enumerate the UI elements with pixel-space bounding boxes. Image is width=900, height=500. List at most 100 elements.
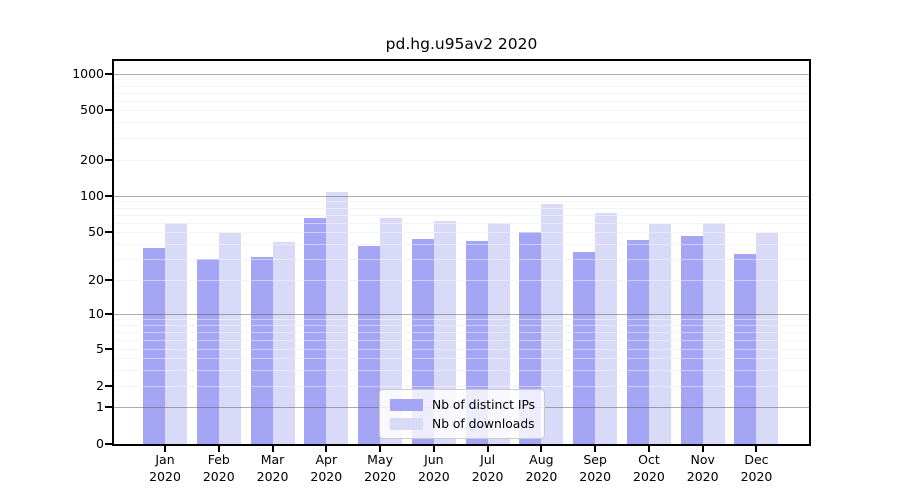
bar-distinct-ips-mar xyxy=(250,257,273,444)
y-tick-mark xyxy=(105,313,112,315)
bar-distinct-ips-apr xyxy=(304,218,327,444)
legend-label-downloads: Nb of downloads xyxy=(432,416,535,431)
bar-downloads-jun xyxy=(433,220,456,444)
minor-gridline xyxy=(114,243,809,245)
minor-gridline xyxy=(114,232,809,233)
minor-gridline xyxy=(114,201,809,203)
x-tick-label-jul: Jul 2020 xyxy=(471,452,504,484)
minor-gridline-overlay xyxy=(114,332,809,333)
minor-gridline-overlay xyxy=(114,358,809,359)
legend-swatch-downloads xyxy=(390,417,423,430)
y-tick-label: 1000 xyxy=(72,66,104,81)
y-tick-mark xyxy=(105,159,112,161)
bar-distinct-ips-oct xyxy=(626,239,649,444)
x-tick-mark xyxy=(217,446,220,452)
legend-label-distinct-ips: Nb of distinct IPs xyxy=(432,397,536,412)
bar-distinct-ips-feb xyxy=(196,258,219,444)
x-tick-mark xyxy=(379,446,382,452)
x-tick-mark xyxy=(486,446,489,452)
legend-item-downloads: Nb of downloads xyxy=(390,414,544,433)
x-tick-mark xyxy=(271,446,274,452)
minor-gridline-overlay xyxy=(114,369,809,371)
x-tick-mark xyxy=(755,446,758,452)
bar-distinct-ips-may xyxy=(358,246,381,444)
x-tick-mark xyxy=(164,446,166,452)
minor-gridline-overlay xyxy=(114,79,809,81)
x-tick-label-aug: Aug 2020 xyxy=(525,452,558,484)
x-tick-mark xyxy=(325,446,328,452)
x-tick-label-jan: Jan 2020 xyxy=(149,452,181,484)
minor-gridline-overlay xyxy=(114,339,809,341)
y-tick-label: 50 xyxy=(88,224,104,239)
minor-gridline xyxy=(114,332,809,333)
x-tick-mark xyxy=(701,446,704,452)
bar-downloads-feb xyxy=(218,233,241,444)
bar-distinct-ips-nov xyxy=(680,236,703,444)
y-tick-label: 0 xyxy=(96,436,104,451)
x-tick-label-jun: Jun 2020 xyxy=(417,452,450,484)
bar-downloads-jul xyxy=(487,223,510,444)
minor-gridline xyxy=(114,137,809,139)
minor-gridline-overlay xyxy=(114,258,809,260)
bar-downloads-aug xyxy=(541,204,564,444)
minor-gridline xyxy=(114,79,809,81)
x-tick-mark xyxy=(540,446,543,452)
x-tick-mark xyxy=(647,446,650,452)
x-tick-mark xyxy=(432,446,435,452)
minor-gridline xyxy=(114,214,809,216)
x-tick-label-nov: Nov 2020 xyxy=(686,452,719,484)
minor-gridline-overlay xyxy=(114,222,809,224)
x-tick-label-sep: Sep 2020 xyxy=(579,452,612,484)
minor-gridline-overlay xyxy=(114,85,809,87)
minor-gridline-overlay xyxy=(114,280,809,281)
x-tick-label-may: May 2020 xyxy=(364,452,396,484)
y-tick-label: 100 xyxy=(80,188,104,203)
x-tick-label-dec: Dec 2020 xyxy=(740,452,773,484)
major-gridline xyxy=(114,196,809,197)
y-tick-mark xyxy=(105,279,112,281)
bar-downloads-jan xyxy=(165,222,187,444)
minor-gridline-overlay xyxy=(114,214,809,216)
bar-distinct-ips-dec xyxy=(734,253,757,444)
minor-gridline xyxy=(114,280,809,281)
y-tick-mark xyxy=(105,406,112,408)
y-tick-mark xyxy=(105,231,112,233)
x-tick-label-feb: Feb 2020 xyxy=(202,452,235,484)
bar-downloads-oct xyxy=(648,224,671,444)
minor-gridline xyxy=(114,386,809,387)
minor-gridline xyxy=(114,85,809,87)
minor-gridline xyxy=(114,358,809,359)
minor-gridline-overlay xyxy=(114,349,809,350)
y-tick-label: 1 xyxy=(96,399,104,414)
x-tick-label-apr: Apr 2020 xyxy=(310,452,343,484)
y-tick-label: 5 xyxy=(96,341,104,356)
legend-item-distinct-ips: Nb of distinct IPs xyxy=(390,395,544,414)
minor-gridline-overlay xyxy=(114,92,809,94)
x-tick-label-oct: Oct 2020 xyxy=(633,452,665,484)
chart-title: pd.hg.u95av2 2020 xyxy=(385,35,538,53)
minor-gridline xyxy=(114,92,809,94)
y-tick-label: 20 xyxy=(88,272,104,287)
minor-gridline xyxy=(114,339,809,341)
bar-distinct-ips-sep xyxy=(573,252,596,444)
minor-gridline-overlay xyxy=(114,122,809,124)
minor-gridline xyxy=(114,110,809,111)
minor-gridline xyxy=(114,369,809,371)
x-tick-mark xyxy=(594,446,597,452)
bar-downloads-mar xyxy=(272,242,295,444)
minor-gridline-overlay xyxy=(114,201,809,203)
major-gridlines-layer xyxy=(114,61,809,444)
y-tick-label: 200 xyxy=(80,152,104,167)
minor-gridline-overlay xyxy=(114,232,809,233)
minor-gridline xyxy=(114,207,809,209)
minor-gridline xyxy=(114,122,809,124)
bars-layer xyxy=(114,61,809,444)
y-tick-label: 2 xyxy=(96,378,104,393)
bar-downloads-sep xyxy=(595,213,618,444)
minor-gridline-overlay xyxy=(114,386,809,387)
minor-gridline xyxy=(114,258,809,260)
minor-gridline-overlay xyxy=(114,160,809,161)
y-tick-label: 10 xyxy=(88,306,104,321)
minor-gridline xyxy=(114,319,809,321)
